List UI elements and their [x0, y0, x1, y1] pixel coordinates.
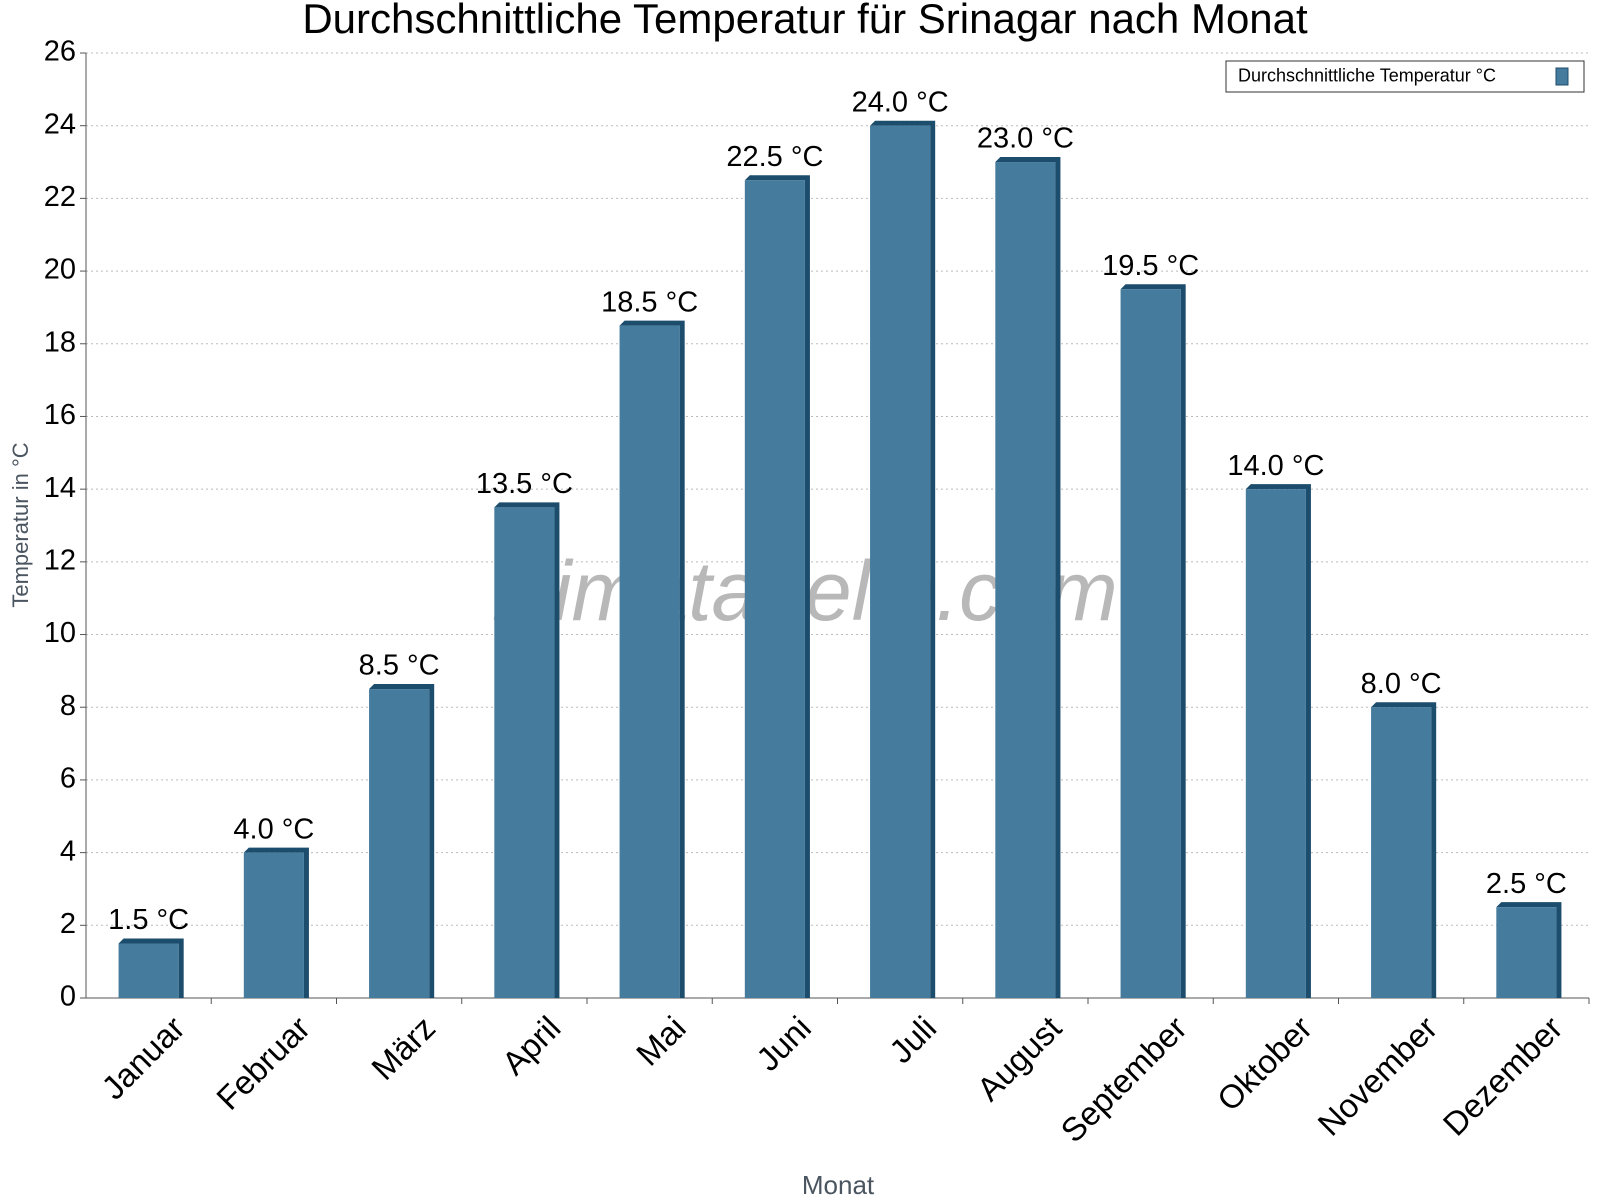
value-label: 1.5 °C — [108, 904, 189, 936]
y-tick-label: 0 — [60, 981, 76, 1013]
value-label: 8.5 °C — [359, 650, 440, 682]
y-tick-label: 8 — [60, 690, 76, 722]
y-tick-label: 22 — [44, 181, 76, 213]
y-tick-label: 16 — [44, 399, 76, 431]
legend-swatch — [1555, 67, 1569, 86]
bar — [494, 502, 560, 998]
legend-box — [1225, 60, 1585, 93]
bar — [1245, 484, 1311, 999]
y-tick-label: 24 — [44, 108, 76, 140]
y-tick-label: 4 — [60, 835, 76, 867]
y-tick-label: 10 — [44, 617, 76, 649]
value-label: 4.0 °C — [233, 813, 314, 845]
bar-face — [118, 943, 179, 998]
bar-face — [243, 852, 304, 998]
x-axis-label: Monat — [802, 1170, 875, 1200]
bar — [995, 157, 1061, 999]
y-tick-label: 18 — [44, 326, 76, 358]
bar — [870, 120, 936, 998]
value-label: 13.5 °C — [476, 468, 573, 500]
bar — [619, 320, 685, 998]
y-axis-label: Temperatur in °C — [8, 442, 33, 607]
bar-face — [744, 180, 805, 998]
value-label: 22.5 °C — [726, 141, 823, 173]
bar — [118, 938, 184, 998]
value-label: 8.0 °C — [1361, 668, 1442, 700]
chart-title: Durchschnittliche Temperatur für Srinaga… — [302, 0, 1308, 42]
value-label: 2.5 °C — [1486, 868, 1567, 900]
bar — [369, 684, 435, 998]
bar — [1496, 902, 1562, 998]
bar-face — [870, 125, 931, 998]
y-tick-label: 6 — [60, 763, 76, 795]
value-label: 14.0 °C — [1227, 450, 1324, 482]
bar-face — [494, 507, 555, 998]
y-tick-label: 20 — [44, 254, 76, 286]
bar-face — [1496, 907, 1557, 998]
bar-face — [995, 162, 1056, 999]
bar — [744, 175, 810, 998]
y-tick-label: 2 — [60, 908, 76, 940]
value-label: 23.0 °C — [977, 123, 1074, 155]
bar — [1120, 284, 1186, 998]
bar — [243, 847, 309, 998]
bar-face — [1120, 289, 1181, 998]
y-tick-label: 26 — [44, 36, 76, 68]
bar-face — [1371, 707, 1432, 998]
legend-label: Durchschnittliche Temperatur °C — [1238, 65, 1496, 85]
y-tick-label: 14 — [44, 472, 76, 504]
bar-face — [1245, 489, 1306, 998]
value-label: 19.5 °C — [1102, 250, 1199, 282]
bar-face — [369, 689, 430, 998]
value-label: 24.0 °C — [852, 86, 949, 118]
bar — [1371, 702, 1437, 998]
y-tick-label: 12 — [44, 545, 76, 577]
value-label: 18.5 °C — [601, 286, 698, 318]
bar-face — [619, 325, 680, 998]
